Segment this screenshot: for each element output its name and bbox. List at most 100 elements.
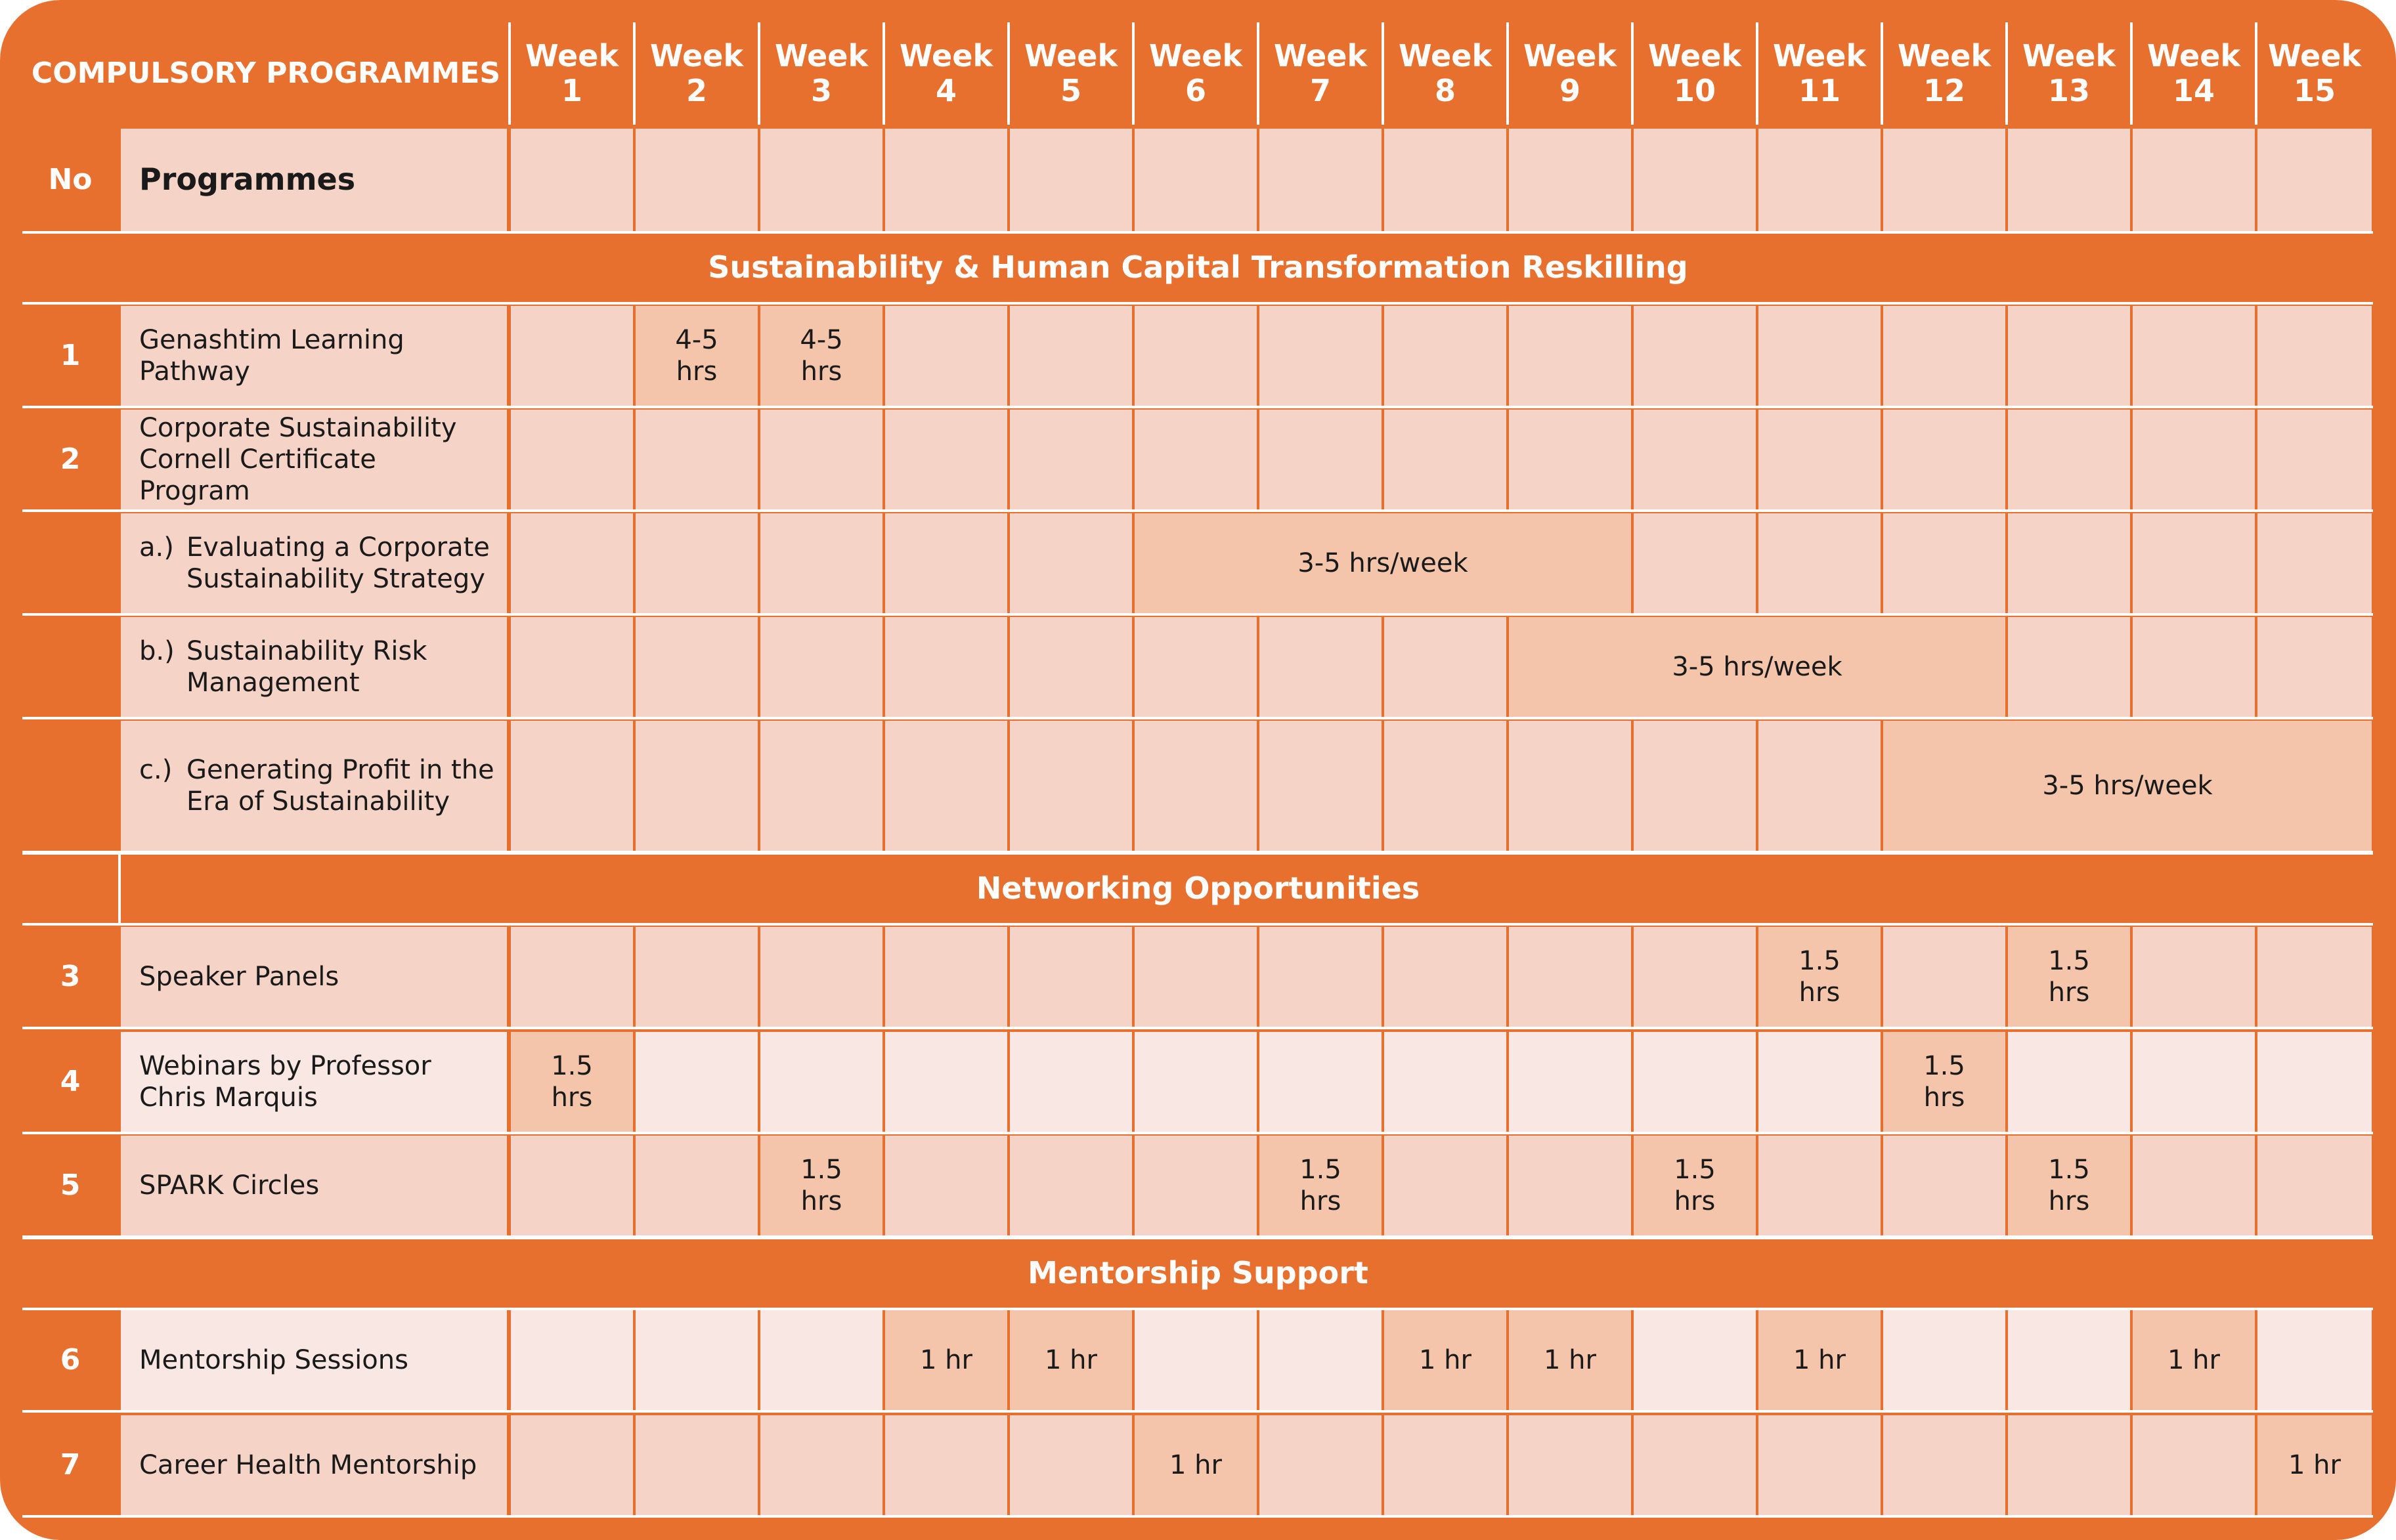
empty-week-cell bbox=[636, 1136, 758, 1235]
header-divider bbox=[1881, 22, 1883, 125]
empty-week-cell bbox=[1384, 1136, 1506, 1235]
empty-week-cell bbox=[1384, 927, 1506, 1027]
row-separator bbox=[22, 1515, 2373, 1518]
empty-week-cell bbox=[1509, 410, 1631, 509]
schedule-hours: 1 hr bbox=[1758, 1310, 1881, 1410]
schedule-hours: 3-5 hrs/week bbox=[1509, 617, 2005, 717]
programme-name: Mentorship Sessions bbox=[121, 1310, 507, 1410]
empty-week-cell bbox=[1135, 410, 1257, 509]
sub-programme-name: Evaluating a Corporate Sustainability St… bbox=[186, 532, 490, 594]
empty-week-cell bbox=[2008, 1310, 2130, 1410]
empty-week-cell bbox=[1883, 927, 2005, 1027]
row-separator bbox=[22, 1132, 2373, 1134]
empty-week-cell bbox=[1384, 1415, 1506, 1515]
header-divider bbox=[1506, 22, 1509, 125]
empty-week-cell bbox=[1135, 721, 1257, 851]
empty-week-cell bbox=[760, 410, 882, 509]
week-header-number: 14 bbox=[2172, 73, 2215, 108]
week-header: Week 6 bbox=[1135, 22, 1257, 125]
week-header-number: 5 bbox=[1060, 73, 1081, 108]
empty-week-cell bbox=[885, 617, 1007, 717]
empty-week-cell bbox=[511, 721, 633, 851]
week-header-word: Week bbox=[899, 38, 993, 74]
week-header: Week 11 bbox=[1758, 22, 1881, 125]
empty-week-cell bbox=[1259, 721, 1382, 851]
schedule-hours: 1 hr bbox=[1384, 1310, 1506, 1410]
empty-week-cell bbox=[1883, 1415, 2005, 1515]
empty-week-cell bbox=[1135, 306, 1257, 406]
empty-week-cell bbox=[760, 617, 882, 717]
empty-week-cell bbox=[1010, 1415, 1132, 1515]
empty-week-cell bbox=[2257, 1136, 2372, 1235]
empty-week-cell bbox=[1259, 617, 1382, 717]
header-divider bbox=[2255, 22, 2257, 125]
schedule-hours: 4-5 hrs bbox=[760, 306, 882, 406]
empty-week-cell bbox=[1758, 513, 1881, 613]
week-header-word: Week bbox=[525, 38, 619, 74]
empty-week-cell bbox=[1259, 1415, 1382, 1515]
week-header: Week 13 bbox=[2008, 22, 2130, 125]
empty-week-cell bbox=[511, 306, 633, 406]
schedule-hours: 1.5 hrs bbox=[1758, 927, 1881, 1027]
empty-week-cell bbox=[2257, 1310, 2372, 1410]
empty-week-cell bbox=[2133, 1032, 2255, 1132]
row-separator bbox=[22, 613, 2373, 616]
header-divider bbox=[2005, 22, 2008, 125]
header-divider bbox=[1631, 22, 1634, 125]
empty-week-cell bbox=[885, 1136, 1007, 1235]
row-separator bbox=[22, 1410, 2373, 1413]
empty-week-cell bbox=[511, 1415, 633, 1515]
header-divider bbox=[1132, 22, 1135, 125]
row-separator bbox=[22, 302, 2373, 305]
week-header-number: 3 bbox=[810, 73, 832, 108]
empty-week-cell bbox=[1010, 513, 1132, 613]
empty-week-cell bbox=[2008, 617, 2130, 717]
empty-week-cell bbox=[2257, 129, 2372, 231]
empty-week-cell bbox=[1883, 306, 2005, 406]
empty-week-cell bbox=[1010, 410, 1132, 509]
week-header: Week 10 bbox=[1634, 22, 1756, 125]
week-header-word: Week bbox=[1273, 38, 1368, 74]
sub-programme-name: Sustainability Risk Management bbox=[186, 636, 427, 698]
header-divider bbox=[633, 22, 636, 125]
empty-week-cell bbox=[1509, 129, 1631, 231]
empty-week-cell bbox=[885, 721, 1007, 851]
empty-week-cell bbox=[1010, 306, 1132, 406]
sub-programme: c.) Generating Profit in the Era of Susta… bbox=[139, 754, 499, 817]
empty-week-cell bbox=[636, 1415, 758, 1515]
empty-week-cell bbox=[1010, 721, 1132, 851]
empty-week-cell bbox=[2008, 513, 2130, 613]
empty-week-cell bbox=[1758, 1032, 1881, 1132]
programme-name: Career Health Mentorship bbox=[121, 1415, 507, 1515]
empty-week-cell bbox=[511, 927, 633, 1027]
empty-week-cell bbox=[1758, 721, 1881, 851]
row-separator bbox=[22, 923, 2373, 926]
empty-week-cell bbox=[760, 1310, 882, 1410]
empty-week-cell bbox=[2133, 129, 2255, 231]
empty-week-cell bbox=[885, 129, 1007, 231]
empty-week-cell bbox=[1758, 1136, 1881, 1235]
programme-name: b.) Sustainability Risk Management bbox=[121, 617, 507, 717]
header-divider bbox=[882, 22, 885, 125]
empty-week-cell bbox=[2133, 410, 2255, 509]
empty-week-cell bbox=[760, 927, 882, 1027]
week-header-word: Week bbox=[2267, 38, 2362, 74]
row-number: 1 bbox=[60, 338, 81, 372]
empty-week-cell bbox=[2133, 513, 2255, 613]
empty-week-cell bbox=[760, 721, 882, 851]
empty-week-cell bbox=[1883, 410, 2005, 509]
empty-week-cell bbox=[2008, 129, 2130, 231]
section-divider bbox=[118, 855, 121, 923]
week-header: Week 7 bbox=[1259, 22, 1382, 125]
empty-week-cell bbox=[1259, 410, 1382, 509]
empty-week-cell bbox=[511, 1310, 633, 1410]
empty-week-cell bbox=[1634, 1032, 1756, 1132]
empty-week-cell bbox=[1509, 927, 1631, 1027]
empty-week-cell bbox=[636, 410, 758, 509]
header-divider bbox=[2130, 22, 2133, 125]
week-header-number: 2 bbox=[686, 73, 707, 108]
week-header-number: 10 bbox=[1673, 73, 1716, 108]
empty-week-cell bbox=[1634, 513, 1756, 613]
week-header-word: Week bbox=[1148, 38, 1243, 74]
empty-week-cell bbox=[1384, 410, 1506, 509]
